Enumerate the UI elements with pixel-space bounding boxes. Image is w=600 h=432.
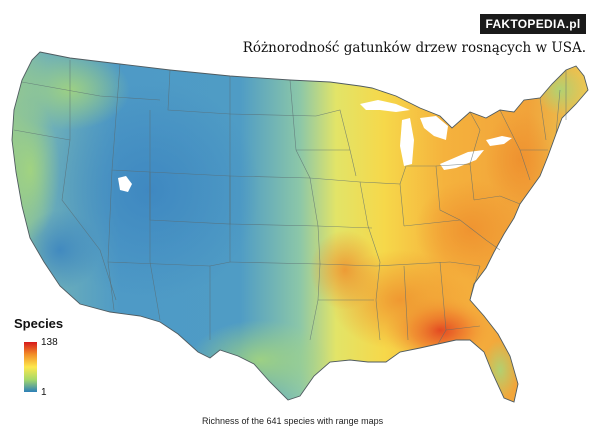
legend-min-label: 1 [41, 387, 47, 398]
page-title: Różnorodność gatunków drzew rosnących w … [242, 40, 586, 56]
state-boundaries [13, 60, 567, 345]
legend-colorbar [24, 342, 37, 392]
map-caption: Richness of the 641 species with range m… [202, 416, 384, 426]
legend-title: Species [14, 316, 64, 331]
great-salt-lake [118, 176, 132, 192]
legend-max-label: 138 [41, 337, 58, 348]
branding-badge: FAKTOPEDIA.pl [480, 14, 586, 34]
